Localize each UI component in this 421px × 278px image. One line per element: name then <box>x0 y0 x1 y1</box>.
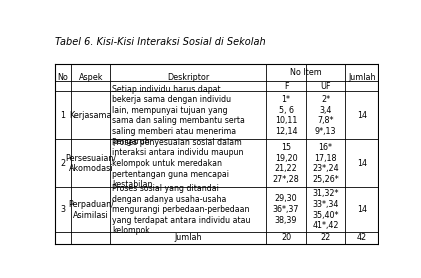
Text: F: F <box>284 82 288 91</box>
Text: Perpaduan/
Asimilasi: Perpaduan/ Asimilasi <box>68 200 114 220</box>
Text: 1*
5, 6
10,11
12,14: 1* 5, 6 10,11 12,14 <box>275 95 297 136</box>
Text: Tabel 6. Kisi-Kisi Interaksi Sosial di Sekolah: Tabel 6. Kisi-Kisi Interaksi Sosial di S… <box>55 37 266 47</box>
Text: No Item: No Item <box>290 68 322 77</box>
Text: Proses penyesuaian sosial dalam
interaksi antara individu maupun
kelompok untuk : Proses penyesuaian sosial dalam interaks… <box>112 138 244 189</box>
Text: 14: 14 <box>357 205 367 214</box>
Text: Jumlah: Jumlah <box>348 73 376 82</box>
Text: Deskriptor: Deskriptor <box>167 73 210 82</box>
Text: 31,32*
33*,34
35,40*
41*,42: 31,32* 33*,34 35,40* 41*,42 <box>312 189 339 230</box>
Text: 16*
17,18
23*,24
25,26*: 16* 17,18 23*,24 25,26* <box>312 143 339 184</box>
Text: 15
19,20
21,22
27*,28: 15 19,20 21,22 27*,28 <box>273 143 299 184</box>
Text: 1: 1 <box>61 111 66 120</box>
Text: Jumlah: Jumlah <box>175 233 202 242</box>
Text: Persesuaian/
Akomodasi: Persesuaian/ Akomodasi <box>65 154 116 173</box>
Text: 2*
3,4
7,8*
9*,13: 2* 3,4 7,8* 9*,13 <box>315 95 336 136</box>
Text: 29,30
36*,37
38,39: 29,30 36*,37 38,39 <box>273 194 299 225</box>
Text: No: No <box>58 73 69 82</box>
Text: UF: UF <box>320 82 331 91</box>
Text: 42: 42 <box>357 233 367 242</box>
Text: 22: 22 <box>320 233 330 242</box>
Text: 20: 20 <box>281 233 291 242</box>
Text: 3: 3 <box>61 205 66 214</box>
Text: Proses sosial yang ditandai
dengan adanya usaha-usaha
mengurangi perbedaan-perbe: Proses sosial yang ditandai dengan adany… <box>112 184 251 235</box>
Text: Kerjasama: Kerjasama <box>69 111 112 120</box>
Text: 14: 14 <box>357 159 367 168</box>
Text: 2: 2 <box>61 159 66 168</box>
Text: Aspek: Aspek <box>78 73 103 82</box>
Text: Setiap individu harus dapat
bekerja sama dengan individu
lain, mempunyai tujuan : Setiap individu harus dapat bekerja sama… <box>112 85 245 146</box>
Text: 14: 14 <box>357 111 367 120</box>
